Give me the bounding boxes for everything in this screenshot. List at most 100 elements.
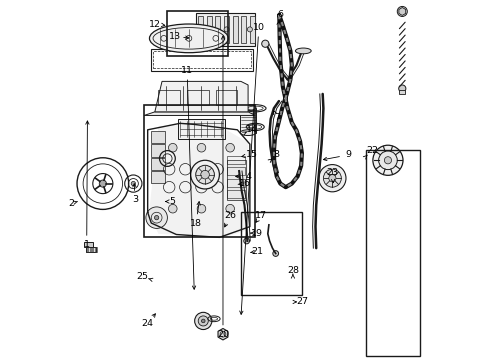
Text: 23: 23 — [325, 168, 338, 177]
Ellipse shape — [295, 48, 310, 54]
Text: 14: 14 — [245, 125, 257, 134]
Bar — [96, 247, 97, 252]
Text: 24: 24 — [142, 319, 153, 328]
Text: 5: 5 — [169, 197, 175, 206]
Bar — [151, 171, 164, 183]
Circle shape — [323, 169, 341, 187]
Circle shape — [384, 157, 391, 164]
Circle shape — [198, 316, 208, 326]
Circle shape — [396, 6, 407, 17]
Polygon shape — [144, 112, 255, 116]
Text: 3: 3 — [132, 195, 138, 204]
Bar — [178, 119, 224, 139]
Text: 1: 1 — [83, 240, 89, 249]
Circle shape — [195, 165, 214, 184]
Bar — [93, 247, 95, 252]
Bar — [215, 16, 220, 42]
Text: 18: 18 — [190, 219, 202, 228]
Text: 11: 11 — [181, 66, 193, 75]
Text: 15: 15 — [245, 150, 257, 159]
Text: 8: 8 — [273, 150, 279, 159]
Bar — [144, 105, 255, 237]
Polygon shape — [398, 8, 405, 15]
Circle shape — [247, 27, 252, 32]
Text: 6: 6 — [277, 10, 283, 19]
Text: 19: 19 — [251, 229, 263, 238]
Text: 22: 22 — [365, 146, 377, 155]
Circle shape — [272, 251, 278, 256]
Bar — [241, 212, 301, 295]
Circle shape — [318, 165, 346, 192]
Text: 12: 12 — [148, 19, 161, 28]
Text: 16: 16 — [238, 179, 250, 188]
Circle shape — [99, 180, 106, 187]
Polygon shape — [149, 125, 247, 237]
Bar — [153, 51, 251, 68]
Text: 7: 7 — [273, 113, 279, 122]
Bar — [151, 131, 164, 143]
Ellipse shape — [149, 24, 228, 53]
Text: 27: 27 — [295, 297, 307, 306]
Circle shape — [154, 216, 159, 220]
Circle shape — [372, 145, 402, 175]
Circle shape — [145, 207, 167, 228]
Bar — [227, 167, 244, 175]
Bar — [90, 247, 92, 252]
Circle shape — [197, 204, 205, 213]
Circle shape — [131, 181, 135, 186]
Text: 21: 21 — [251, 247, 263, 256]
Polygon shape — [155, 81, 247, 112]
Circle shape — [378, 151, 396, 170]
Bar — [227, 190, 244, 198]
Circle shape — [190, 160, 219, 189]
Text: 9: 9 — [345, 150, 351, 159]
Bar — [249, 16, 254, 42]
Circle shape — [194, 312, 211, 329]
Bar — [84, 242, 93, 247]
Circle shape — [168, 143, 177, 152]
Bar — [232, 16, 237, 42]
Bar — [198, 16, 203, 42]
Bar — [151, 144, 164, 157]
Text: 25: 25 — [136, 272, 148, 281]
Bar — [227, 156, 244, 164]
Circle shape — [244, 238, 249, 244]
Text: 20: 20 — [217, 330, 228, 339]
Bar — [196, 13, 255, 45]
Circle shape — [398, 85, 405, 92]
Bar — [167, 12, 228, 56]
Text: 26: 26 — [224, 211, 236, 220]
Bar — [88, 247, 90, 252]
Circle shape — [201, 319, 204, 323]
Circle shape — [168, 204, 177, 213]
Bar — [226, 160, 246, 200]
Bar — [151, 158, 164, 170]
Bar — [206, 16, 211, 42]
Text: 2: 2 — [68, 199, 74, 208]
Bar — [187, 90, 208, 105]
Bar — [366, 149, 419, 356]
Text: 28: 28 — [286, 266, 298, 275]
Circle shape — [328, 175, 335, 182]
Bar — [158, 90, 180, 105]
Text: 13: 13 — [168, 32, 180, 41]
Bar — [85, 247, 87, 252]
Text: 17: 17 — [254, 211, 266, 220]
Circle shape — [261, 40, 268, 47]
Text: 4: 4 — [244, 172, 250, 181]
Bar — [215, 90, 237, 105]
Circle shape — [224, 27, 228, 32]
Ellipse shape — [240, 105, 255, 111]
Polygon shape — [218, 328, 227, 340]
Bar — [240, 108, 255, 133]
Circle shape — [201, 170, 209, 179]
Bar — [399, 90, 405, 94]
Circle shape — [201, 27, 205, 32]
Circle shape — [225, 143, 234, 152]
Text: 10: 10 — [252, 23, 264, 32]
Bar — [151, 49, 253, 71]
Circle shape — [197, 143, 205, 152]
Ellipse shape — [240, 130, 255, 135]
Circle shape — [225, 204, 234, 213]
Bar — [85, 247, 96, 252]
